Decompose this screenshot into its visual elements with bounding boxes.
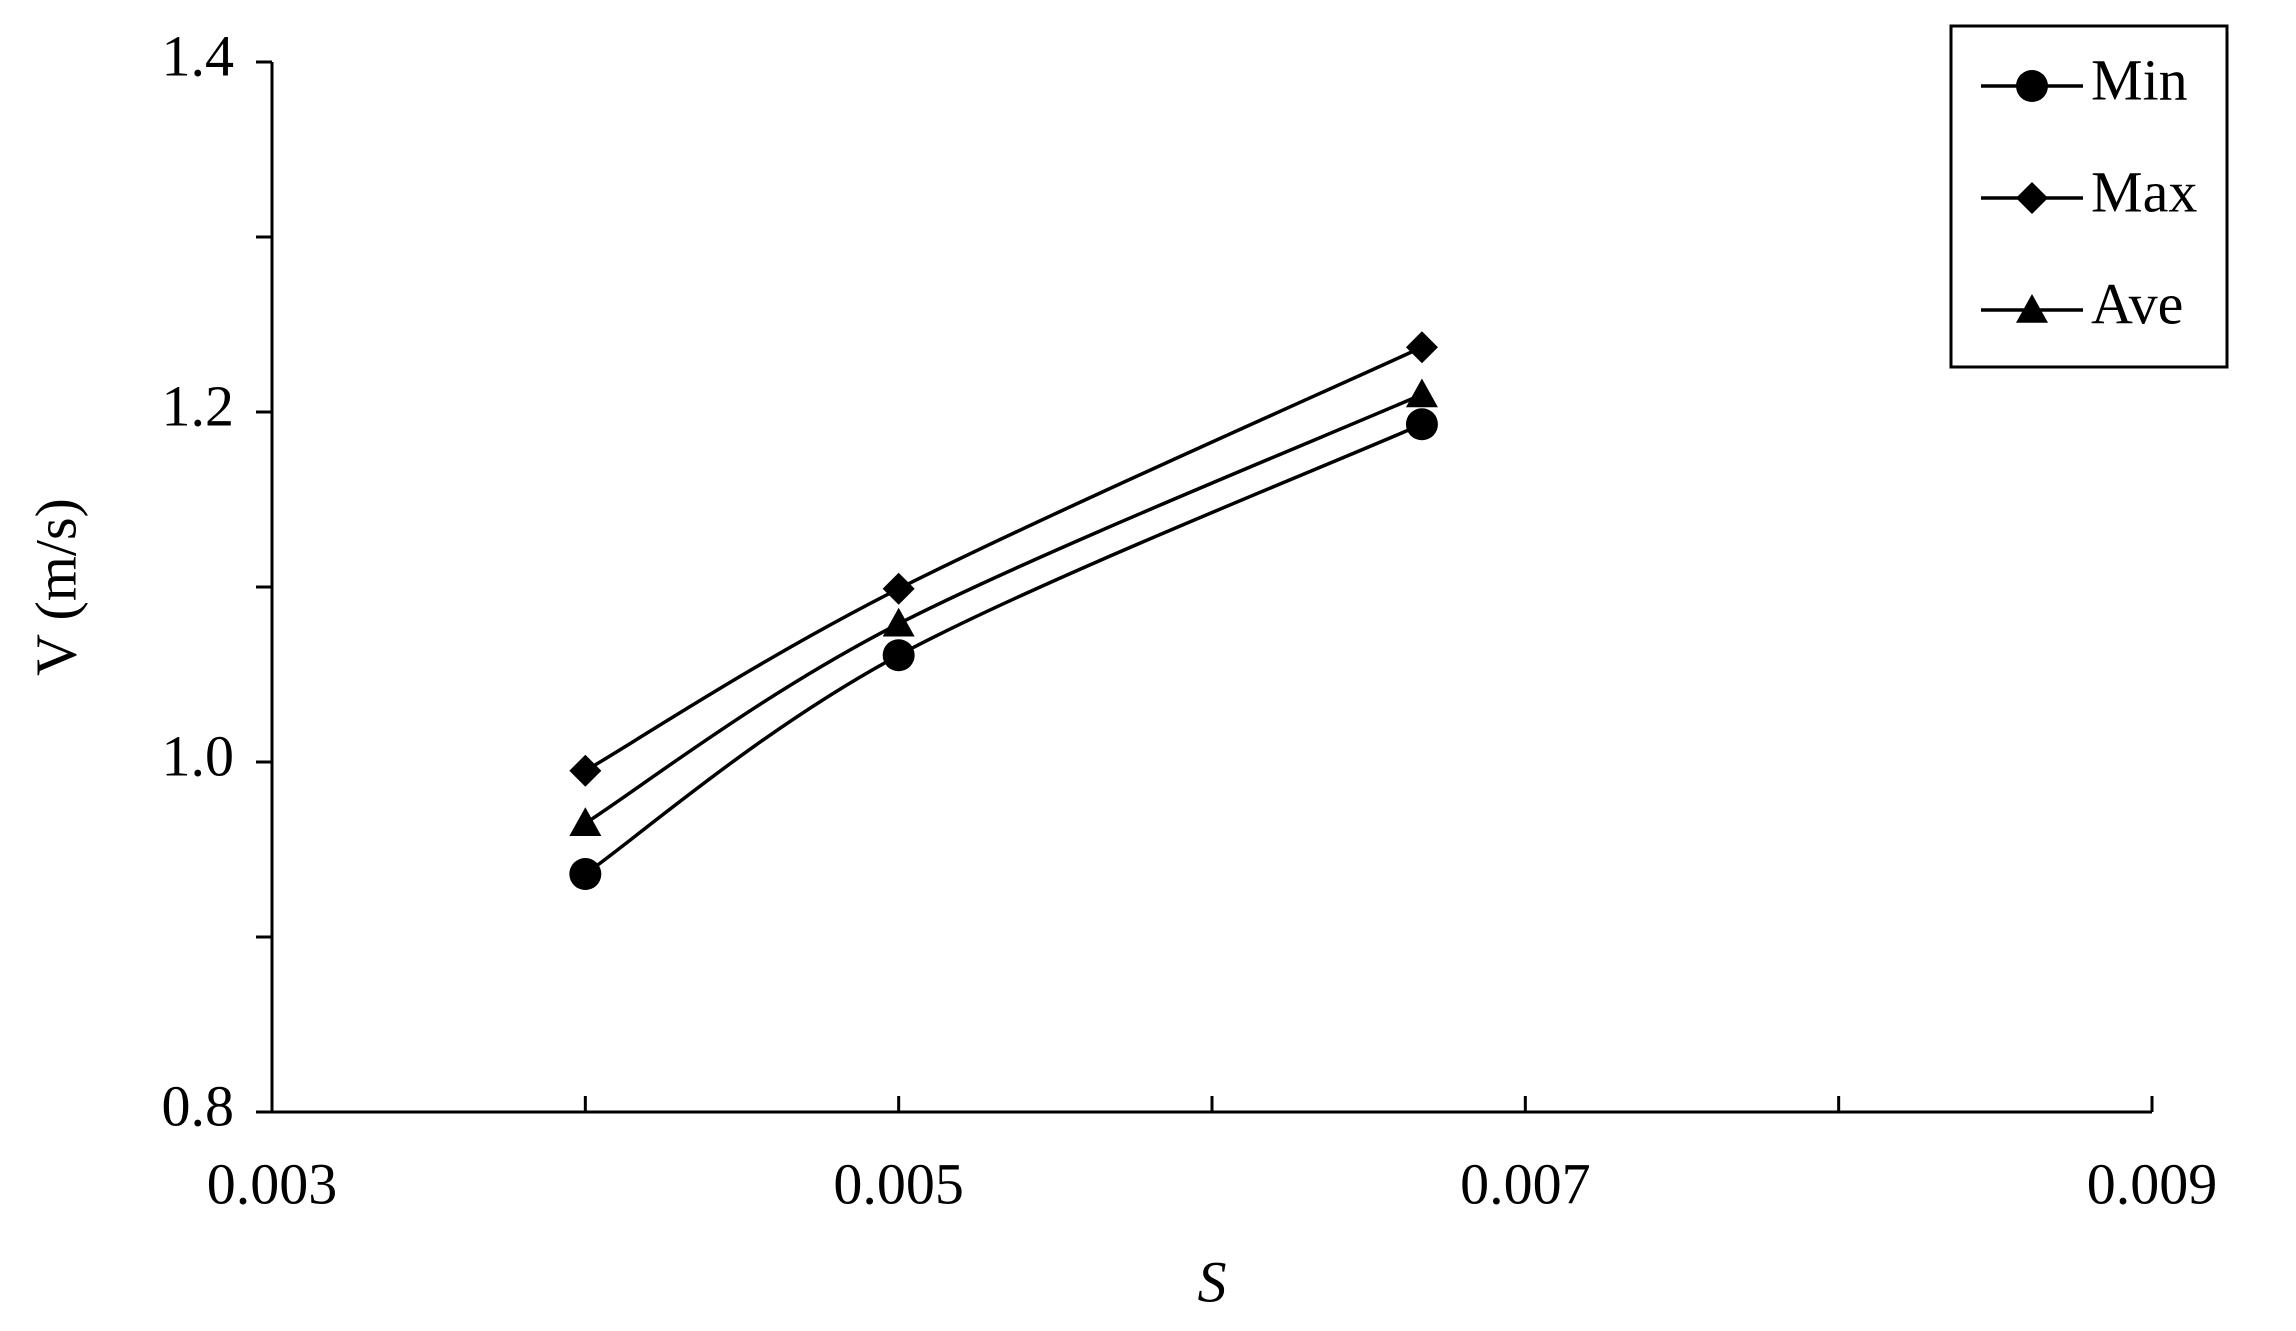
legend: Min Max Ave [1949,24,2229,369]
data-point [882,607,915,637]
data-point [1405,378,1438,408]
y-tick-label: 0.8 [162,1073,235,1138]
data-point [569,858,602,890]
x-tick-label: 0.005 [833,1151,964,1216]
legend-marker [2016,294,2048,323]
series-line [584,345,1423,773]
y-axis-title: V (m/s) [23,498,88,676]
data-point [882,639,915,672]
legend-marker [2016,182,2048,214]
legend-label: Min [2091,47,2188,112]
y-tick-label: 1.0 [162,723,235,788]
data-point [1405,408,1438,441]
legend-label: Ave [2091,271,2183,336]
x-tick-label: 0.007 [1460,1151,1591,1216]
data-point [569,754,602,787]
x-tick-label: 0.003 [207,1151,338,1216]
x-axis-title: S [1198,1249,1227,1314]
data-point [882,572,915,605]
y-tick-label: 1.4 [162,23,235,88]
legend-label: Max [2091,159,2197,224]
data-point [569,807,602,837]
series-line [584,392,1423,825]
x-tick-label: 0.009 [2087,1151,2218,1216]
data-point [1405,331,1438,364]
legend-marker [2016,70,2048,102]
series-line [584,422,1423,876]
y-tick-label: 1.2 [162,373,235,438]
